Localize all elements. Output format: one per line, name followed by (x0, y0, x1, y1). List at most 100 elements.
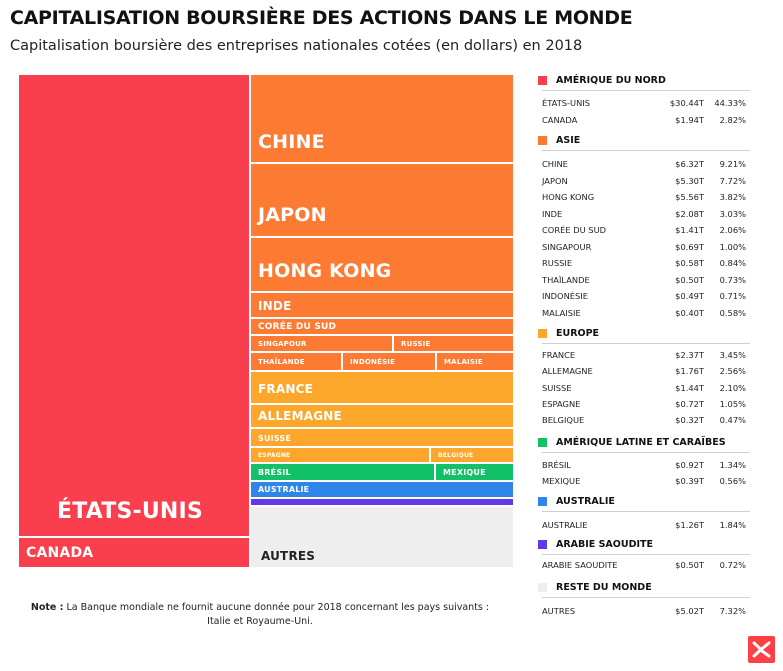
treemap-tile-label: MALAISIE (444, 358, 483, 366)
treemap-chart: ÉTATS-UNIS CANADA CHINE JAPON HONG KONG INDE C… (18, 74, 514, 568)
table-row: BRÉSIL $0.92T 1.34% (542, 460, 750, 474)
brand-logo-icon (748, 636, 775, 663)
table-row-country: FRANCE (542, 350, 576, 360)
table-row: ESPAGNE $0.72T 1.05% (542, 399, 750, 413)
treemap-tile-allemagne: ALLEMAGNE (250, 404, 514, 428)
treemap-tile-label: HONG KONG (258, 260, 392, 282)
treemap-tile-label: INDE (258, 299, 292, 313)
treemap-tile-mexique: MEXIQUE (435, 463, 514, 481)
table-row-country: ARABIE SAOUDITE (542, 560, 618, 570)
table-row-country: CORÉE DU SUD (542, 225, 607, 235)
legend-group-title: ARABIE SAOUDITE (556, 539, 653, 550)
treemap-tile-label: CHINE (258, 131, 325, 153)
table-row-country: THAÏLANDE (542, 274, 590, 285)
table-row-country: ESPAGNE (542, 398, 581, 409)
legend-group-title: AMÉRIQUE LATINE ET CARAÏBES (556, 437, 726, 448)
legend-divider (542, 554, 750, 555)
table-row: AUTRES $5.02T 7.32% (542, 606, 750, 620)
treemap-tile-label: MEXIQUE (443, 468, 486, 477)
legend-group-asie: ASIE (538, 135, 580, 146)
treemap-tile-label: BELGIQUE (438, 452, 474, 459)
legend-group-europe: EUROPE (538, 328, 599, 339)
table-row-country: AUSTRALIE (542, 520, 588, 530)
footnote-text: La Banque mondiale ne fournit aucune don… (66, 602, 490, 613)
table-row-country: CANADA (542, 115, 578, 125)
treemap-tile-espagne: ESPAGNE (250, 447, 430, 463)
legend-swatch (538, 438, 547, 447)
table-row: THAÏLANDE $0.50T 0.73% (542, 275, 750, 289)
table-row-country: CHINE (542, 159, 568, 169)
legend-group-title: RESTE DU MONDE (556, 582, 652, 593)
table-row: MALAISIE $0.40T 0.58% (542, 308, 750, 322)
table-row-country: ALLEMAGNE (542, 366, 593, 377)
table-row: SUISSE $1.44T 2.10% (542, 383, 750, 397)
legend-divider (542, 511, 750, 512)
table-row-country: JAPON (542, 175, 568, 186)
table-row-value: $1.44T (675, 382, 704, 393)
table-row-value: $5.56T (675, 192, 704, 202)
table-row-percent: 0.71% (719, 291, 746, 301)
legend-swatch (538, 497, 547, 506)
legend-swatch (538, 329, 547, 338)
treemap-tile-russie: RUSSIE (393, 335, 514, 352)
treemap-tile-inde: INDE (250, 292, 514, 318)
treemap-tile-hong-kong: HONG KONG (250, 237, 514, 292)
treemap-tile-suisse: SUISSE (250, 428, 514, 447)
table-row-country: INDONÉSIE (542, 291, 588, 301)
treemap-tile-label: FRANCE (258, 382, 313, 396)
table-row-value: $0.40T (675, 307, 704, 318)
treemap-tile-label: AUTRES (261, 549, 316, 563)
table-row-country: RUSSIE (542, 258, 573, 268)
legend-group-title: AUSTRALIE (556, 496, 615, 507)
table-row-country: ÉTATS-UNIS (542, 98, 591, 108)
table-row-value: $2.08T (675, 208, 704, 219)
table-row-value: $0.49T (675, 291, 704, 301)
table-row-country: BRÉSIL (542, 460, 572, 470)
treemap-tile-label: SINGAPOUR (258, 340, 307, 348)
treemap-tile-label: INDONÉSIE (350, 358, 396, 366)
footnote: Note : La Banque mondiale ne fournit auc… (0, 601, 520, 629)
table-row-percent: 0.58% (719, 307, 746, 318)
treemap-tile-label: THAÏLANDE (258, 358, 305, 366)
treemap-tile-label: CANADA (26, 545, 94, 561)
treemap-tile-label: AUSTRALIE (258, 485, 310, 494)
legend-group-reste-du-monde: RESTE DU MONDE (538, 582, 652, 593)
table-row-value: $0.32T (675, 415, 704, 426)
table-row-country: MALAISIE (542, 307, 581, 318)
legend-group-title: AMÉRIQUE DU NORD (556, 75, 666, 86)
legend-divider (542, 343, 750, 344)
treemap-tile-chine: CHINE (250, 74, 514, 163)
legend-group-amerique-du-nord: AMÉRIQUE DU NORD (538, 75, 666, 86)
treemap-tile-label: CORÉE DU SUD (258, 322, 337, 332)
page-subtitle: Capitalisation boursière des entreprises… (10, 38, 583, 54)
treemap-tile-malaisie: MALAISIE (436, 352, 514, 371)
table-row-percent: 44.33% (714, 98, 746, 108)
table-row-value: $30.44T (669, 98, 704, 108)
legend-divider (542, 452, 750, 453)
treemap-tile-belgique: BELGIQUE (430, 447, 514, 463)
table-row-percent: 2.82% (719, 115, 746, 125)
treemap-tile-label: ÉTATS-UNIS (57, 499, 203, 524)
treemap-tile-indonesie: INDONÉSIE (342, 352, 436, 371)
legend-divider (542, 150, 750, 151)
legend-swatch (538, 583, 547, 592)
legend-group-title: ASIE (556, 135, 581, 146)
table-row: AUSTRALIE $1.26T 1.84% (542, 520, 750, 534)
legend-group-title: EUROPE (556, 328, 600, 339)
table-row: JAPON $5.30T 7.72% (542, 176, 750, 190)
legend-swatch (538, 540, 547, 549)
treemap-tile-canada: CANADA (18, 537, 250, 568)
page-title: CAPITALISATION BOURSIÈRE DES ACTIONS DAN… (10, 7, 633, 29)
legend-group-arabie-saoudite: ARABIE SAOUDITE (538, 539, 653, 550)
table-row-country: AUTRES (542, 606, 576, 616)
legend-group-amerique-latine-et-caraibes: AMÉRIQUE LATINE ET CARAÏBES (538, 437, 726, 448)
treemap-tile-label: BRÉSIL (258, 468, 291, 477)
table-row-percent: 7.72% (719, 175, 746, 186)
treemap-tile-etats-unis: ÉTATS-UNIS (18, 74, 250, 537)
table-row: FRANCE $2.37T 3.45% (542, 350, 750, 364)
treemap-tile-label: RUSSIE (401, 340, 431, 348)
table-row: ALLEMAGNE $1.76T 2.56% (542, 366, 750, 380)
table-row: BELGIQUE $0.32T 0.47% (542, 415, 750, 429)
table-row-value: $0.69T (675, 241, 704, 252)
table-row-country: BELGIQUE (542, 415, 585, 426)
